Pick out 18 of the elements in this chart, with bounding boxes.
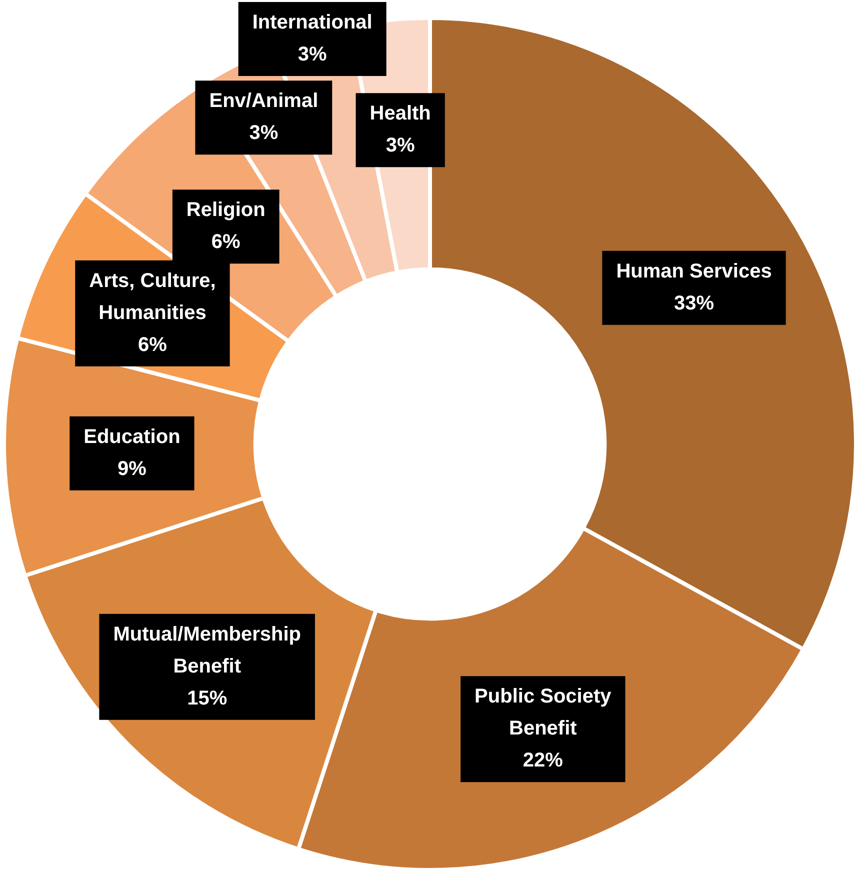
slice-label: Env/Animal xyxy=(209,90,318,112)
data-label: 22% xyxy=(522,750,564,772)
slice-label: Public Society Benefit xyxy=(474,686,612,740)
data-label: 3% xyxy=(386,134,416,157)
data-label: 15% xyxy=(187,687,228,710)
data-label: 3% xyxy=(298,44,328,66)
data-label: 6% xyxy=(138,334,168,356)
data-label: 6% xyxy=(211,231,241,254)
slice-label: Health xyxy=(370,102,431,125)
data-label: 33% xyxy=(674,292,714,314)
slice-label: Mutual/Membership Benefit xyxy=(113,623,301,678)
slice-label: Religion xyxy=(186,199,266,222)
slice-label: International xyxy=(252,12,372,34)
slice-label: Arts, Culture, Humanities xyxy=(89,270,216,324)
slice-label: Education xyxy=(84,426,180,448)
slice-label: Human Services xyxy=(616,260,772,282)
data-label: 9% xyxy=(117,458,147,480)
data-label: 3% xyxy=(249,122,278,144)
